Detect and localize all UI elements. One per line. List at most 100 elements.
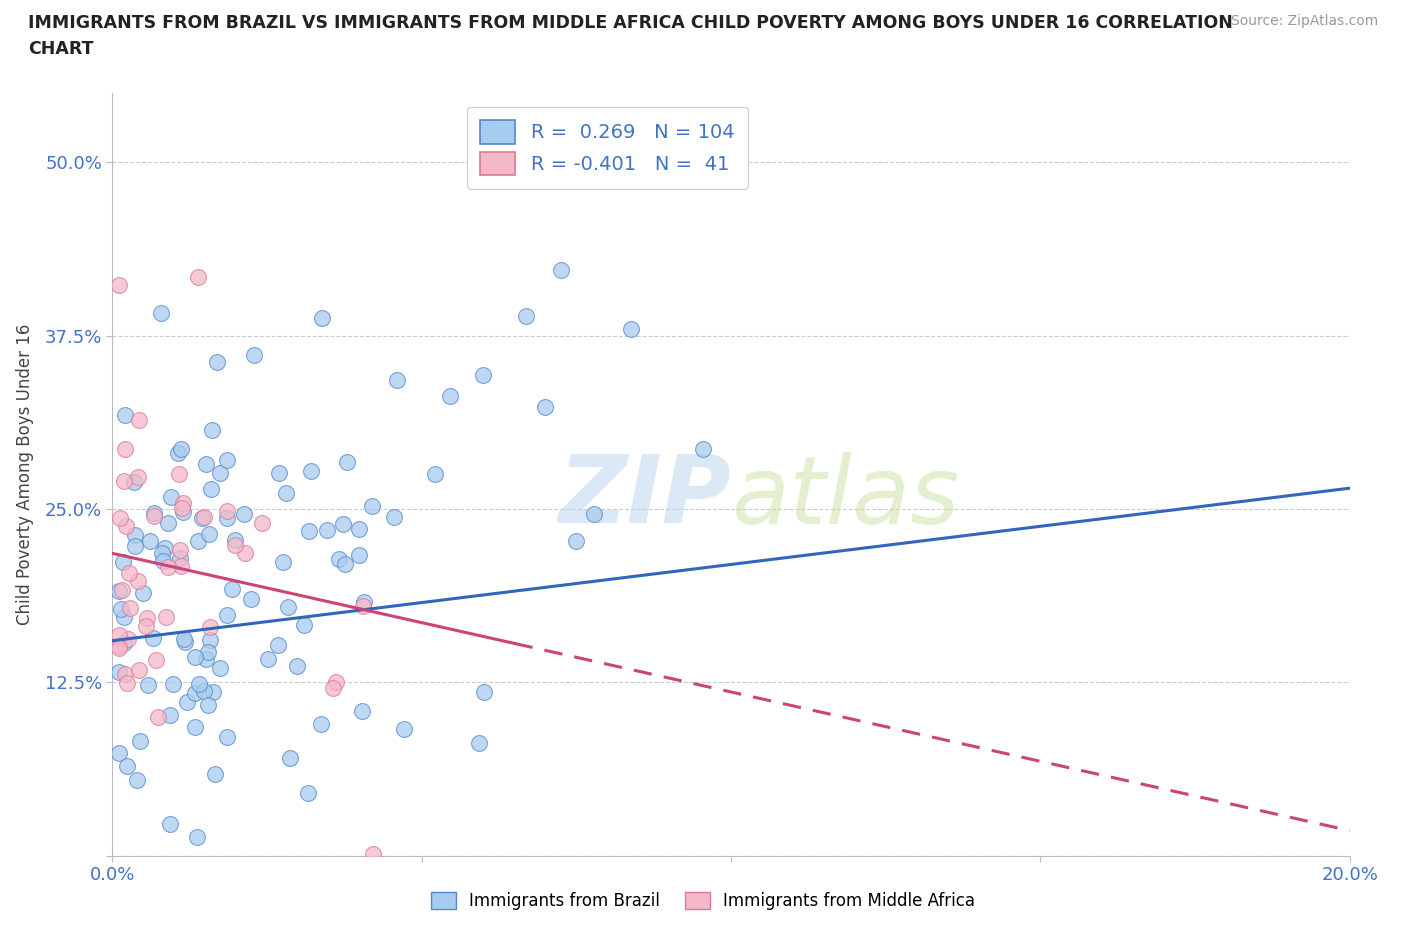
Point bbox=[328, 551, 350, 566]
Point bbox=[127, 574, 149, 589]
Point bbox=[136, 678, 159, 693]
Point bbox=[292, 618, 315, 632]
Point bbox=[311, 716, 333, 731]
Point bbox=[118, 565, 141, 580]
Point bbox=[107, 628, 129, 643]
Point bbox=[127, 772, 149, 787]
Point bbox=[193, 684, 215, 698]
Point bbox=[350, 704, 373, 719]
Point bbox=[336, 455, 359, 470]
Point bbox=[197, 698, 219, 712]
Point bbox=[193, 510, 215, 525]
Point bbox=[153, 541, 176, 556]
Point bbox=[347, 548, 370, 563]
Point bbox=[439, 389, 461, 404]
Point bbox=[267, 466, 290, 481]
Point bbox=[299, 464, 322, 479]
Point bbox=[360, 498, 382, 513]
Point bbox=[187, 534, 209, 549]
Point bbox=[221, 581, 243, 596]
Point bbox=[208, 465, 231, 480]
Point bbox=[208, 660, 231, 675]
Point bbox=[277, 600, 299, 615]
Point bbox=[112, 609, 135, 624]
Point bbox=[173, 635, 195, 650]
Point bbox=[169, 542, 191, 557]
Text: CHART: CHART bbox=[28, 40, 94, 58]
Point bbox=[114, 408, 136, 423]
Point bbox=[565, 534, 588, 549]
Point bbox=[197, 644, 219, 659]
Point bbox=[297, 786, 319, 801]
Point bbox=[187, 676, 209, 691]
Point bbox=[204, 766, 226, 781]
Point bbox=[201, 423, 224, 438]
Point bbox=[394, 721, 416, 736]
Point bbox=[111, 582, 134, 597]
Text: Source: ZipAtlas.com: Source: ZipAtlas.com bbox=[1230, 14, 1378, 28]
Point bbox=[128, 412, 150, 427]
Point bbox=[224, 538, 246, 552]
Text: atlas: atlas bbox=[731, 452, 959, 543]
Point bbox=[200, 482, 222, 497]
Point bbox=[316, 522, 339, 537]
Point bbox=[215, 511, 238, 525]
Point bbox=[146, 710, 169, 724]
Point bbox=[215, 503, 238, 518]
Text: ZIP: ZIP bbox=[558, 451, 731, 543]
Point bbox=[138, 533, 160, 548]
Point bbox=[550, 262, 572, 277]
Point bbox=[515, 309, 537, 324]
Point bbox=[217, 608, 239, 623]
Point bbox=[142, 505, 165, 520]
Point bbox=[198, 632, 221, 647]
Point bbox=[224, 533, 246, 548]
Point bbox=[285, 658, 308, 673]
Point bbox=[173, 631, 195, 646]
Point bbox=[347, 522, 370, 537]
Point bbox=[172, 496, 194, 511]
Point bbox=[159, 708, 181, 723]
Point bbox=[132, 586, 155, 601]
Point bbox=[194, 457, 217, 472]
Point bbox=[468, 736, 491, 751]
Point bbox=[187, 269, 209, 284]
Point bbox=[166, 446, 188, 461]
Point bbox=[142, 631, 165, 645]
Point bbox=[233, 507, 256, 522]
Point bbox=[112, 473, 135, 488]
Point bbox=[267, 637, 290, 652]
Point bbox=[159, 817, 181, 831]
Point bbox=[250, 515, 273, 530]
Point bbox=[127, 470, 149, 485]
Point bbox=[257, 652, 280, 667]
Point bbox=[117, 631, 139, 646]
Point bbox=[352, 598, 374, 613]
Point bbox=[112, 635, 135, 650]
Point bbox=[240, 591, 263, 606]
Point bbox=[276, 485, 298, 500]
Point bbox=[217, 730, 239, 745]
Point bbox=[472, 684, 495, 699]
Point bbox=[387, 373, 409, 388]
Point bbox=[298, 524, 321, 538]
Y-axis label: Child Poverty Among Boys Under 16: Child Poverty Among Boys Under 16 bbox=[15, 324, 34, 625]
Point bbox=[129, 734, 152, 749]
Point bbox=[170, 442, 193, 457]
Point bbox=[200, 619, 222, 634]
Point bbox=[135, 618, 157, 633]
Point bbox=[311, 311, 333, 325]
Legend: Immigrants from Brazil, Immigrants from Middle Africa: Immigrants from Brazil, Immigrants from … bbox=[425, 885, 981, 917]
Point bbox=[335, 557, 357, 572]
Point bbox=[176, 695, 198, 710]
Point bbox=[107, 584, 129, 599]
Point bbox=[167, 467, 190, 482]
Point bbox=[120, 600, 142, 615]
Point bbox=[184, 649, 207, 664]
Point bbox=[108, 664, 131, 679]
Point bbox=[115, 518, 138, 533]
Point bbox=[128, 662, 150, 677]
Point bbox=[107, 277, 129, 292]
Point bbox=[172, 505, 194, 520]
Point bbox=[107, 641, 129, 656]
